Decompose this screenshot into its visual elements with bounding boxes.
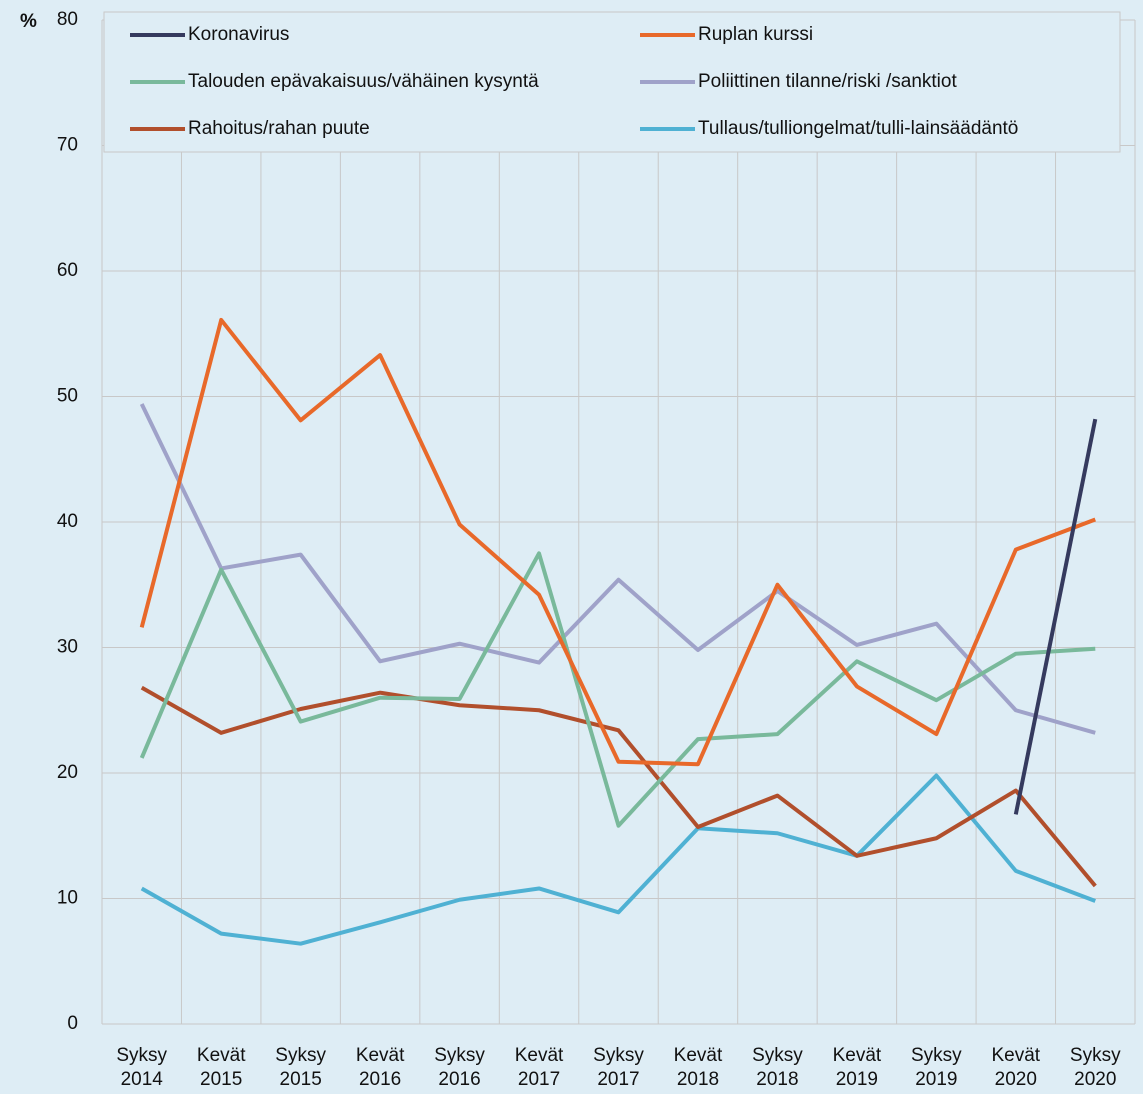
y-axis-label: %	[20, 11, 37, 32]
legend-label: Rahoitus/rahan puute	[188, 118, 370, 139]
legend-label: Koronavirus	[188, 24, 289, 45]
x-tick-label: Kevät 2016	[355, 1045, 405, 1090]
x-tick-label: Kevät 2020	[991, 1045, 1041, 1090]
x-tick-label: Syksy 2015	[275, 1045, 326, 1090]
y-tick-label: 60	[57, 260, 78, 281]
series-line	[139, 551, 1096, 828]
legend-box	[103, 11, 1121, 153]
x-tick-label: Syksy 2019	[911, 1045, 962, 1090]
x-tick-label: Syksy 2018	[752, 1045, 803, 1090]
y-tick-label: 10	[57, 888, 78, 909]
y-tick-label: 80	[57, 9, 78, 30]
x-tick-label: Kevät 2019	[832, 1045, 882, 1090]
x-tick-label: Kevät 2017	[514, 1045, 564, 1090]
y-tick-label: 30	[57, 637, 78, 658]
x-tick-label: Syksy 2017	[593, 1045, 644, 1090]
y-tick-label: 50	[57, 386, 78, 407]
y-tick-label: 70	[57, 135, 78, 156]
legend-label: Poliittinen tilanne/riski /sanktiot	[698, 71, 957, 92]
legend-label: Talouden epävakaisuus/vähäinen kysyntä	[188, 71, 539, 92]
x-tick-label: Kevät 2015	[196, 1045, 246, 1090]
series-line	[1013, 418, 1098, 815]
series-line	[139, 403, 1096, 735]
series-line	[139, 317, 1096, 767]
y-tick-label: 0	[67, 1013, 78, 1034]
series-line	[140, 685, 1097, 888]
x-tick-label: Syksy 2016	[434, 1045, 485, 1090]
series-line	[140, 773, 1096, 946]
x-tick-label: Syksy 2020	[1069, 1045, 1121, 1090]
y-tick-label: 40	[57, 511, 78, 532]
legend-label: Tullaus/tulliongelmat/tulli-lainsäädäntö	[698, 118, 1018, 139]
x-tick-label: Kevät 2018	[673, 1045, 723, 1090]
legend-label: Ruplan kurssi	[698, 24, 813, 45]
x-tick-label: Syksy 2014	[116, 1045, 168, 1090]
y-tick-label: 20	[57, 762, 78, 783]
